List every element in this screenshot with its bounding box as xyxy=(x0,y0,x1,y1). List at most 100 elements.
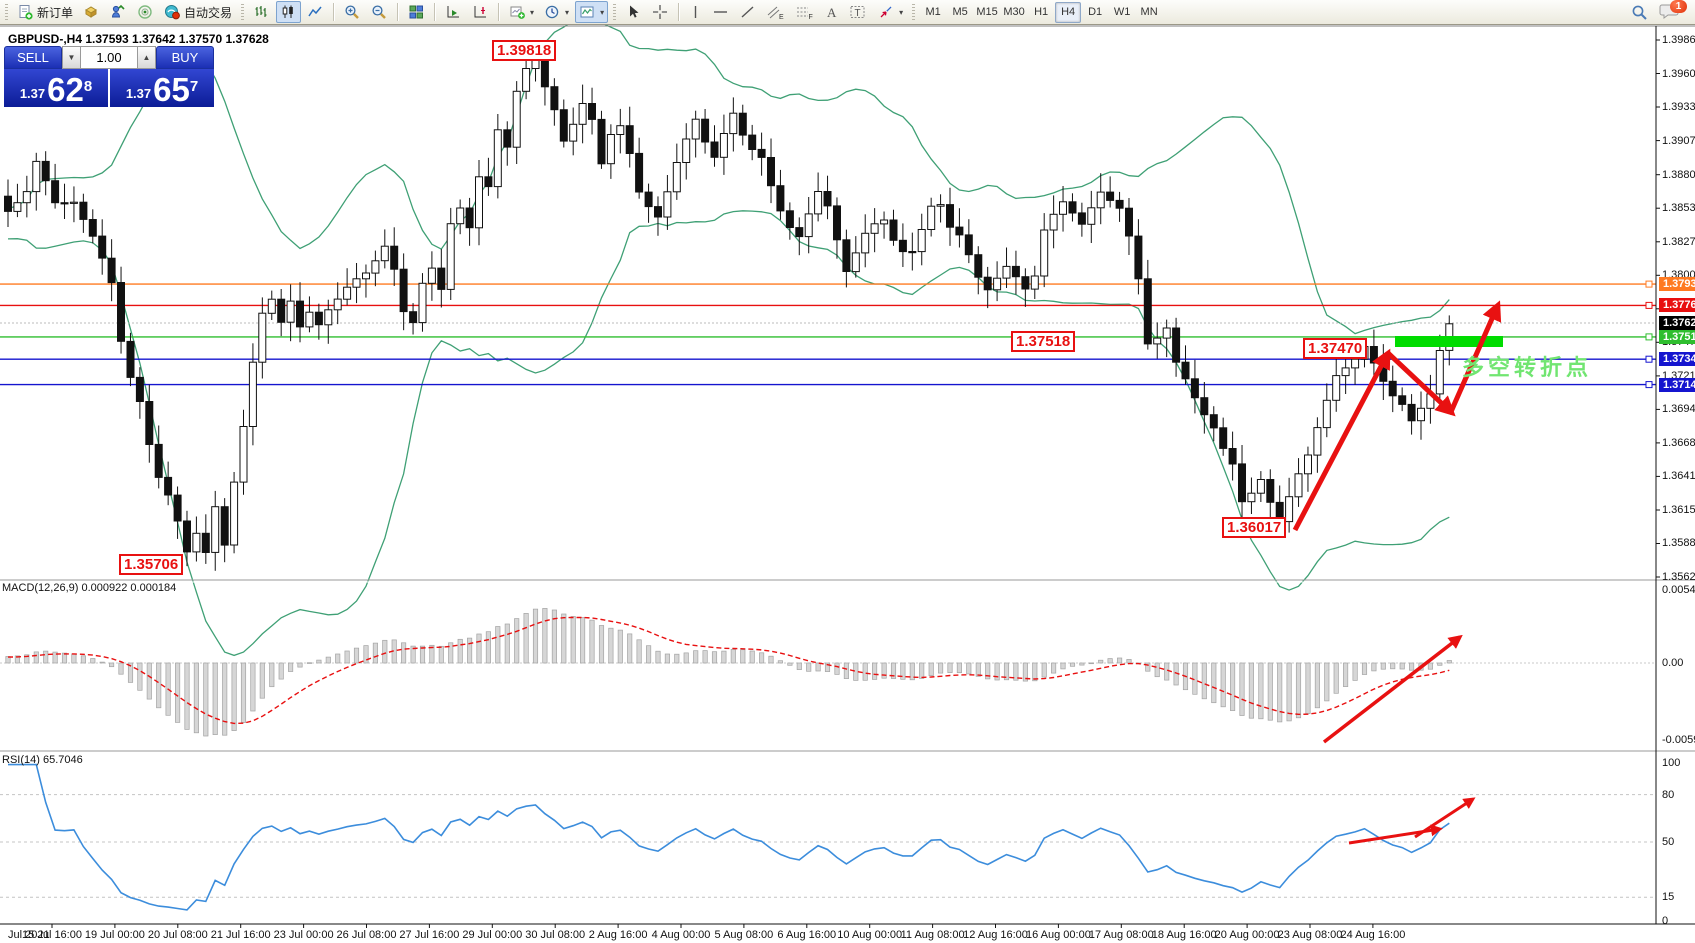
macd-histogram-bar xyxy=(881,662,887,679)
macd-histogram-bar xyxy=(956,662,962,674)
annotation-1.35706[interactable]: 1.35706 xyxy=(119,554,184,575)
text-label-button[interactable]: T xyxy=(845,1,872,23)
fibonacci-button[interactable]: F xyxy=(791,1,818,23)
macd-histogram-bar xyxy=(1230,662,1236,711)
tf-d1[interactable]: D1 xyxy=(1088,6,1103,18)
svg-text:T: T xyxy=(855,8,861,19)
candle-body xyxy=(917,229,926,253)
search-button[interactable] xyxy=(1627,1,1653,23)
bar-chart-icon xyxy=(255,6,267,17)
hline-handle[interactable] xyxy=(1645,301,1653,309)
candle-body xyxy=(427,267,436,284)
sell-button[interactable]: SELL xyxy=(4,46,62,69)
macd-histogram-bar xyxy=(702,650,708,664)
trend-arrow[interactable] xyxy=(1292,348,1391,532)
annotation-1.39818[interactable]: 1.39818 xyxy=(492,40,557,61)
macd-histogram-bar xyxy=(1126,659,1132,664)
trendline-button[interactable] xyxy=(735,1,760,23)
candle-body xyxy=(98,235,107,259)
candle-body xyxy=(126,340,135,378)
candle-body xyxy=(1190,378,1199,399)
volume-decrease-button[interactable]: ▼ xyxy=(62,46,81,69)
chart-canvas[interactable] xyxy=(0,25,1695,943)
arrows-button[interactable]: ▾ xyxy=(874,1,907,23)
horizontal-line-button[interactable] xyxy=(708,1,733,23)
equidistant-channel-button[interactable]: E xyxy=(762,1,789,23)
new-chart-icon xyxy=(510,6,525,19)
templates-button[interactable]: ▾ xyxy=(575,1,609,23)
vertical-line-button[interactable] xyxy=(685,1,706,23)
text-button[interactable]: A xyxy=(820,1,843,23)
macd-histogram-bar xyxy=(1220,662,1226,708)
trend-arrow[interactable] xyxy=(1447,300,1502,416)
crosshair-button[interactable] xyxy=(648,1,673,23)
tf-m5[interactable]: M5 xyxy=(952,6,968,18)
macd-histogram-bar xyxy=(156,662,162,709)
buy-price[interactable]: 1.37 65 7 xyxy=(110,69,214,107)
zoom-out-button[interactable] xyxy=(367,1,392,23)
price-axis-tick: 1.39865 xyxy=(1662,34,1695,46)
annotation-1.37518[interactable]: 1.37518 xyxy=(1011,331,1076,352)
hline-handle[interactable] xyxy=(1645,381,1653,389)
tf-m30[interactable]: M30 xyxy=(1003,6,1025,18)
buy-button[interactable]: BUY xyxy=(156,46,214,69)
candle-body xyxy=(69,201,78,204)
tf-m15[interactable]: M15 xyxy=(976,6,998,18)
candle-body xyxy=(974,254,983,278)
line-chart-button[interactable] xyxy=(303,1,328,23)
tf-w1[interactable]: W1 xyxy=(1113,6,1131,18)
candle-body xyxy=(1256,479,1265,494)
candle-body xyxy=(1322,399,1331,429)
annotation-1.37470[interactable]: 1.37470 xyxy=(1303,338,1368,359)
macd-histogram-bar xyxy=(721,650,727,664)
hline-handle[interactable] xyxy=(1645,333,1653,341)
periods-button[interactable]: ▾ xyxy=(540,1,573,23)
highlight-rectangle[interactable] xyxy=(1395,336,1503,347)
macd-arrow[interactable] xyxy=(1322,634,1463,744)
macd-histogram-bar xyxy=(353,647,360,664)
time-axis-label: 19 Jul 00:00 xyxy=(84,929,145,941)
tf-m1[interactable]: M1 xyxy=(925,6,941,18)
candlestick-chart-button[interactable] xyxy=(276,1,302,23)
svg-text:E: E xyxy=(779,14,784,20)
new-order-button[interactable]: 新订单 xyxy=(13,1,77,23)
macd-histogram-bar xyxy=(551,609,557,664)
candle-body xyxy=(851,252,860,273)
volume-input[interactable] xyxy=(81,46,137,69)
macd-histogram-bar xyxy=(52,651,58,664)
new-chart-button[interactable]: ▾ xyxy=(505,1,538,23)
auto-scroll-icon xyxy=(447,6,460,18)
autotrading-button[interactable]: 自动交易 xyxy=(160,1,236,23)
candle-body xyxy=(964,234,973,256)
macd-histogram-bar xyxy=(928,662,934,676)
turning-point-note[interactable]: 多空转折点 xyxy=(1462,355,1593,380)
notifications-button[interactable]: 1 xyxy=(1659,0,1687,22)
macd-histogram-bar xyxy=(890,662,897,679)
auto-scroll-button[interactable] xyxy=(441,1,466,23)
hline-handle[interactable] xyxy=(1645,355,1653,363)
trend-arrow[interactable] xyxy=(1386,351,1456,417)
macd-histogram-bar xyxy=(1013,662,1019,681)
cursor-button[interactable] xyxy=(621,1,646,23)
tf-h1[interactable]: H1 xyxy=(1034,6,1049,18)
tf-mn[interactable]: MN xyxy=(1140,6,1158,18)
tile-windows-button[interactable] xyxy=(404,1,429,23)
rsi-arrow[interactable] xyxy=(1414,797,1476,839)
tf-h4[interactable]: H4 xyxy=(1055,1,1082,23)
volume-increase-button[interactable]: ▲ xyxy=(137,46,156,69)
strategy-tester-button[interactable] xyxy=(106,1,131,23)
hline-handle[interactable] xyxy=(1645,280,1653,288)
candle-body xyxy=(1162,327,1171,339)
zoom-in-button[interactable] xyxy=(340,1,365,23)
market-watch-button[interactable] xyxy=(79,1,104,23)
sell-price[interactable]: 1.37 62 8 xyxy=(4,69,108,107)
annotation-1.36017[interactable]: 1.36017 xyxy=(1222,517,1287,538)
signals-button[interactable] xyxy=(133,1,158,23)
chart-shift-button[interactable] xyxy=(468,1,493,23)
macd-histogram-bar xyxy=(1022,662,1028,682)
macd-histogram-bar xyxy=(966,662,972,675)
bar-chart-button[interactable] xyxy=(249,1,274,23)
macd-histogram-bar xyxy=(316,659,322,664)
candle-body xyxy=(569,123,578,142)
candle-body xyxy=(1011,265,1020,278)
